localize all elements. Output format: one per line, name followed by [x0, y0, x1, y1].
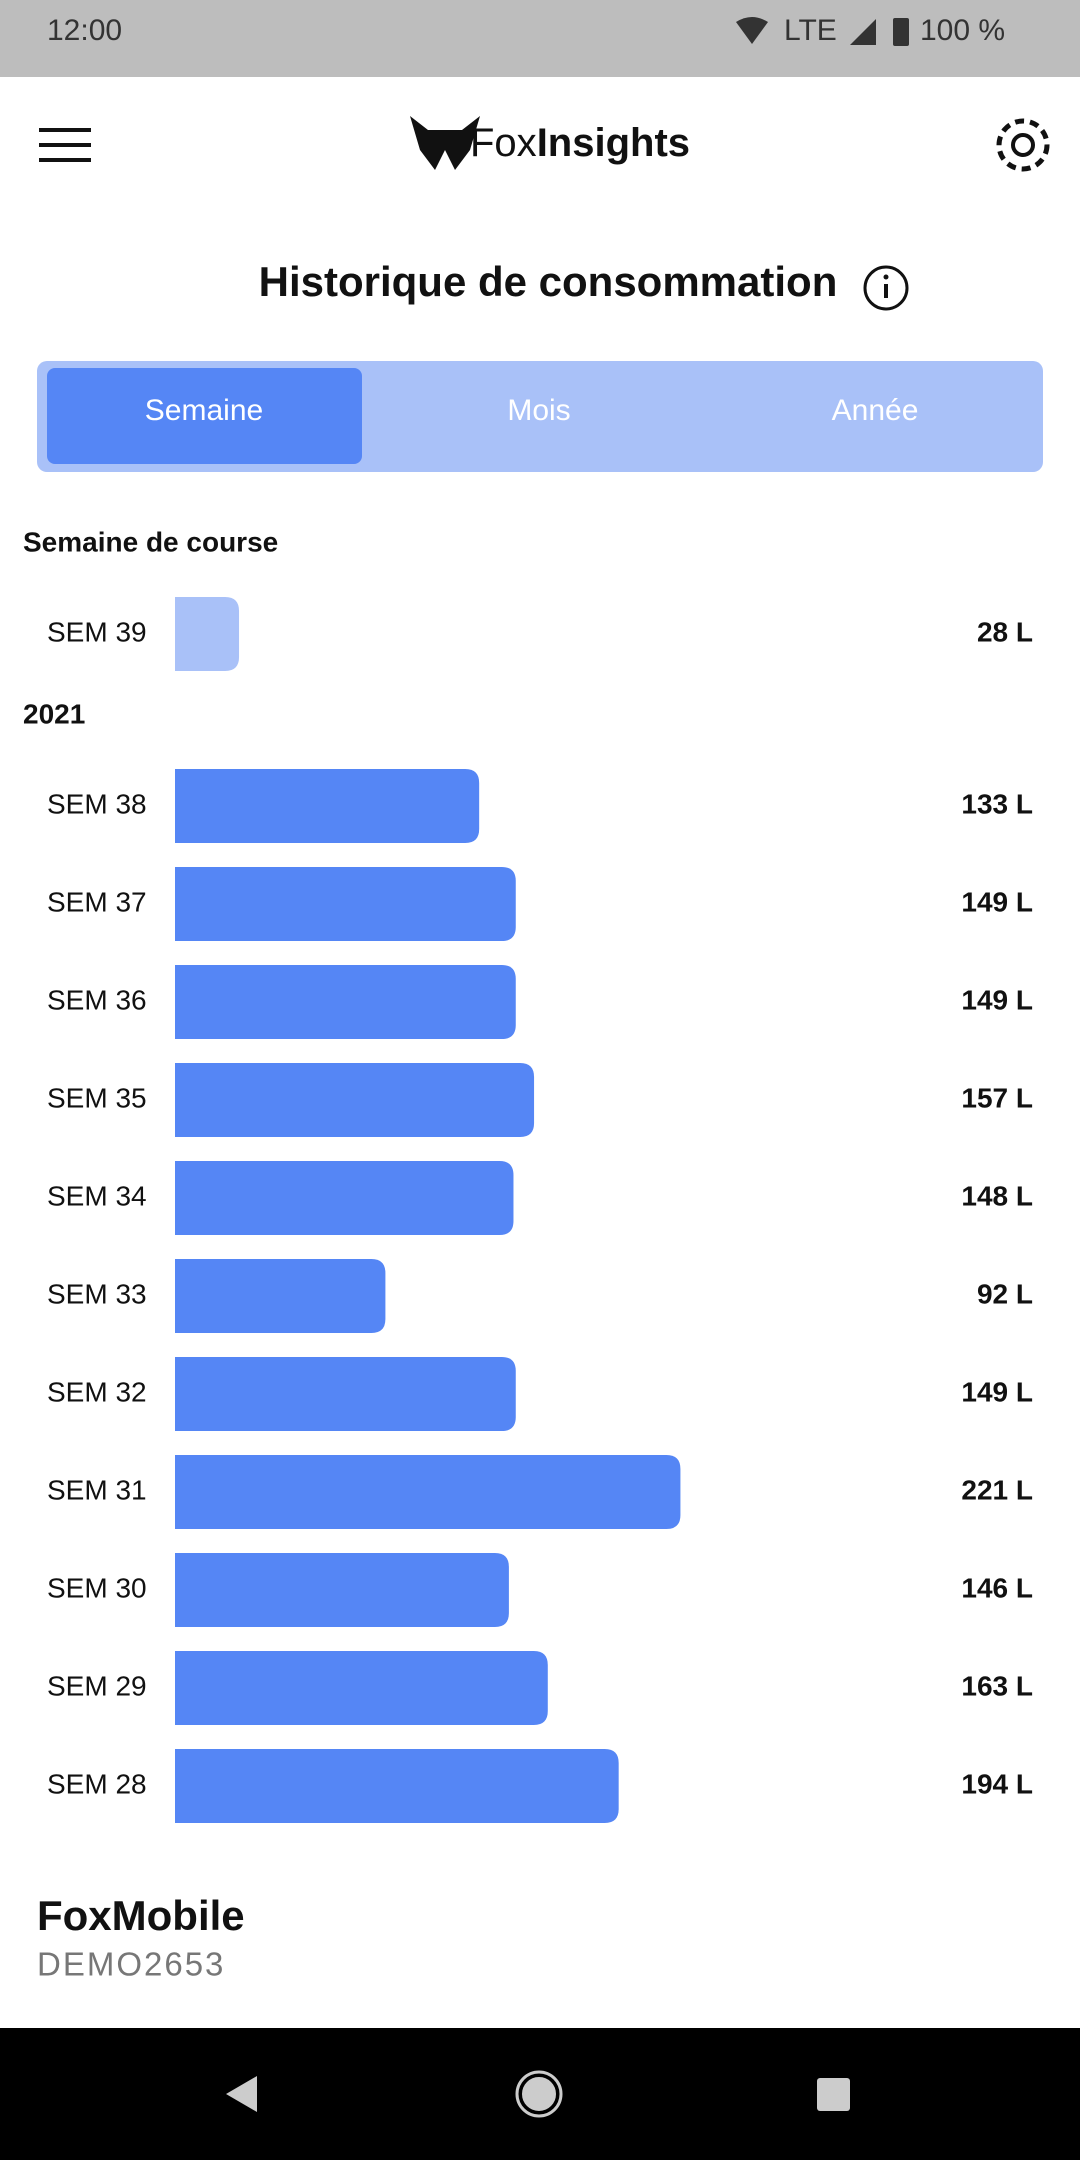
value-label: 149 L: [961, 984, 1033, 1015]
bar: [175, 1553, 509, 1627]
footer: [0, 1856, 1080, 2028]
week-row[interactable]: SEM 39 28 L: [47, 597, 1033, 671]
week-row[interactable]: SEM 30 146 L: [47, 1553, 1033, 1627]
week-row[interactable]: SEM 38 133 L: [47, 769, 1033, 843]
week-row[interactable]: SEM 28 194 L: [47, 1749, 1033, 1823]
tab[interactable]: Mois: [507, 394, 570, 427]
info-dot: [883, 274, 889, 280]
bar: [175, 1259, 386, 1333]
week-label: SEM 36: [47, 984, 147, 1015]
tab[interactable]: Année: [832, 394, 919, 427]
logo-prefix: Fox: [470, 121, 537, 165]
tab-label: Semaine: [145, 394, 263, 427]
week-label: SEM 35: [47, 1082, 147, 1113]
bar: [175, 1357, 516, 1431]
menu-button[interactable]: [39, 128, 91, 162]
logo-text: FoxInsights: [470, 121, 690, 165]
week-label: SEM 28: [47, 1768, 147, 1799]
bar: [175, 769, 480, 843]
fox-logo: [410, 116, 480, 170]
value-label: 163 L: [961, 1670, 1033, 1701]
signal-icon: [850, 19, 876, 45]
battery-icon: [893, 18, 909, 46]
logo-suffix: Insights: [537, 121, 690, 165]
group-rows: SEM 38 133 L SEM 37 149 L SEM 36 149 L SEM 35 1…: [47, 769, 1033, 1823]
week-label: SEM 34: [47, 1180, 147, 1211]
bar: [175, 597, 240, 671]
bar: [175, 965, 516, 1039]
info-circle: [863, 265, 909, 311]
gear-outer: [996, 118, 1050, 172]
value-label: 28 L: [977, 616, 1033, 647]
footer-id: DEMO2653: [37, 1946, 225, 1983]
nav-back[interactable]: [226, 2076, 257, 2112]
value-label: 157 L: [961, 1082, 1033, 1113]
menu-line: [39, 128, 91, 132]
week-label: SEM 31: [47, 1474, 147, 1505]
bar: [175, 1161, 514, 1235]
tab-label: Mois: [507, 394, 570, 427]
value-label: 149 L: [961, 886, 1033, 917]
value-label: 148 L: [961, 1180, 1033, 1211]
value-label: 133 L: [961, 788, 1033, 819]
bar: [175, 1455, 681, 1529]
week-row[interactable]: SEM 29 163 L: [47, 1651, 1033, 1725]
value-label: 146 L: [961, 1572, 1033, 1603]
week-row[interactable]: SEM 34 148 L: [47, 1161, 1033, 1235]
bar: [175, 1063, 535, 1137]
status-bar: [0, 0, 1080, 77]
week-label: SEM 32: [47, 1376, 147, 1407]
group-label: Semaine de course: [23, 526, 278, 557]
week-label: SEM 30: [47, 1572, 147, 1603]
bar: [175, 1749, 619, 1823]
tab-active-bg: [47, 368, 362, 464]
settings-button[interactable]: [996, 118, 1050, 172]
consumption-list: Semaine de course SEM 39 28 L 2021 SEM 38 133…: [23, 526, 1033, 1823]
wifi-icon: [736, 17, 768, 44]
week-label: SEM 37: [47, 886, 147, 917]
menu-line: [39, 143, 91, 147]
group-rows: SEM 39 28 L: [47, 597, 1033, 671]
week-label: SEM 39: [47, 616, 147, 647]
week-row[interactable]: SEM 37 149 L: [47, 867, 1033, 941]
nav-recent[interactable]: [817, 2078, 850, 2111]
week-row[interactable]: SEM 33 92 L: [47, 1259, 1033, 1333]
gear-inner: [1011, 133, 1035, 157]
nav-home[interactable]: [518, 2073, 560, 2115]
week-label: SEM 33: [47, 1278, 147, 1309]
status-battery: 100 %: [920, 14, 1005, 47]
menu-line: [39, 158, 91, 162]
info-button[interactable]: [863, 265, 909, 311]
nav-home-ring: [515, 2070, 563, 2118]
week-label: SEM 38: [47, 788, 147, 819]
value-label: 194 L: [961, 1768, 1033, 1799]
week-row[interactable]: SEM 35 157 L: [47, 1063, 1033, 1137]
week-label: SEM 29: [47, 1670, 147, 1701]
tab[interactable]: Semaine: [47, 368, 362, 464]
bar: [175, 867, 516, 941]
value-label: 221 L: [961, 1474, 1033, 1505]
footer-name: FoxMobile: [37, 1892, 245, 1939]
value-label: 149 L: [961, 1376, 1033, 1407]
week-row[interactable]: SEM 36 149 L: [47, 965, 1033, 1039]
status-network: LTE: [784, 14, 837, 47]
group-label: 2021: [23, 698, 85, 729]
status-time: 12:00: [47, 14, 122, 47]
week-row[interactable]: SEM 31 221 L: [47, 1455, 1033, 1529]
bar: [175, 1651, 548, 1725]
tab-label: Année: [832, 394, 919, 427]
week-row[interactable]: SEM 32 149 L: [47, 1357, 1033, 1431]
value-label: 92 L: [977, 1278, 1033, 1309]
page-title: Historique de consommation: [259, 258, 838, 305]
info-stem: [884, 284, 888, 298]
